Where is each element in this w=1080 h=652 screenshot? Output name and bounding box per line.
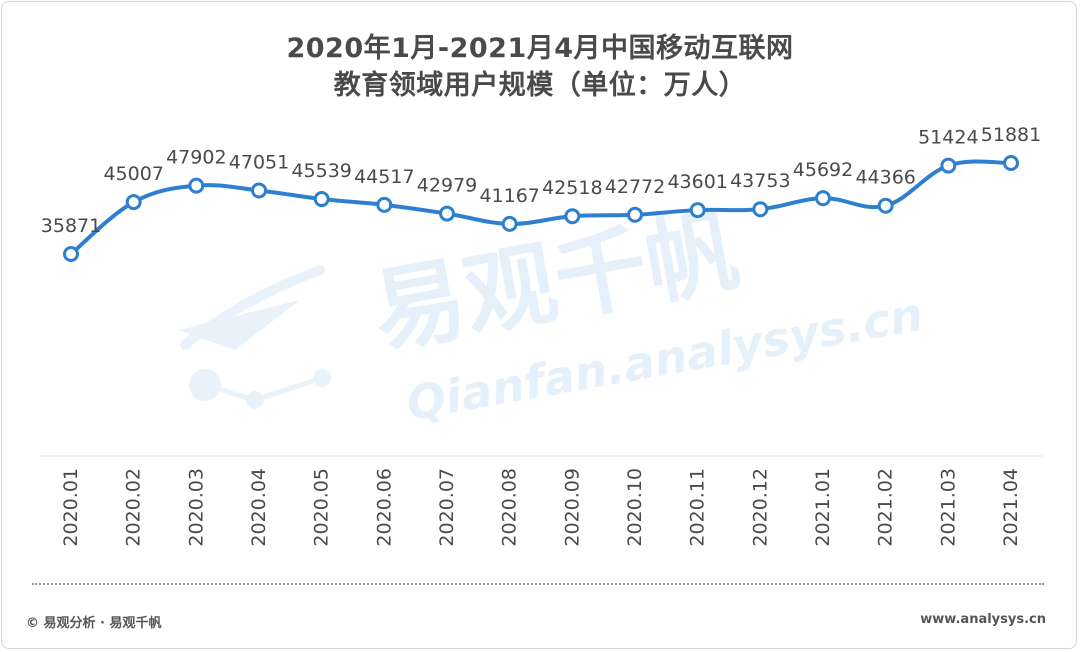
data-point [376, 196, 393, 213]
data-point [313, 191, 330, 208]
data-label: 45692 [793, 159, 853, 181]
data-label: 42518 [542, 177, 602, 199]
data-point [627, 206, 643, 223]
data-label: 45007 [103, 163, 163, 185]
x-tick-label: 2020.02 [123, 468, 145, 547]
x-tick-label: 2020.07 [436, 468, 458, 547]
x-tick-label: 2020.01 [60, 468, 82, 547]
data-label: 51424 [918, 127, 978, 149]
x-tick-label: 2020.05 [311, 468, 333, 547]
data-point [439, 205, 455, 222]
x-tick-label: 2020.04 [248, 468, 270, 547]
x-tick-label: 2020.08 [499, 468, 521, 547]
x-tick-label: 2020.09 [561, 468, 583, 547]
x-tick-label: 2020.12 [749, 468, 771, 547]
chart-title-line-2: 教育领域用户规模（单位：万人） [333, 70, 747, 101]
data-point [251, 182, 267, 199]
data-label: 47902 [166, 147, 226, 169]
x-tick-label: 2020.06 [373, 468, 395, 547]
x-tick-label: 2020.11 [687, 468, 709, 547]
chart-title-line-1: 2020年1月-2021月4月中国移动互联网 [286, 33, 794, 64]
x-tick-label: 2021.01 [812, 468, 834, 547]
data-label: 41167 [479, 185, 539, 207]
data-label: 35871 [41, 215, 101, 237]
data-point [125, 194, 142, 211]
footer-copyright: © 易观分析 · 易观千帆 [26, 616, 162, 631]
data-point [815, 190, 831, 207]
watermark: 易观千帆 Qianfan.analysys.cn [178, 197, 927, 431]
x-tick-label: 2021.04 [1000, 468, 1022, 547]
data-label: 42979 [417, 175, 477, 197]
x-tick-label: 2021.03 [937, 468, 959, 547]
data-point [877, 197, 894, 214]
footer-website: www.analysys.cn [920, 612, 1046, 627]
data-label: 42772 [605, 176, 665, 198]
watermark-logo-icon [178, 300, 300, 350]
x-tick-label: 2020.10 [624, 468, 646, 547]
data-label: 44517 [354, 166, 414, 188]
data-label: 44366 [855, 167, 915, 189]
data-point [501, 215, 518, 232]
footer-divider [32, 583, 1044, 585]
data-point [188, 177, 205, 194]
series-line [69, 159, 1012, 256]
data-point [940, 157, 957, 174]
data-label: 51881 [981, 124, 1041, 146]
data-point [63, 246, 79, 262]
data-point [752, 201, 769, 218]
data-label: 47051 [229, 151, 289, 173]
data-label: 43753 [730, 170, 790, 192]
x-tick-label: 2021.02 [875, 468, 897, 547]
data-label: 45539 [291, 160, 351, 182]
data-point [564, 208, 581, 225]
data-label: 43601 [667, 171, 727, 193]
data-point [689, 202, 706, 219]
x-tick-label: 2020.03 [185, 468, 207, 547]
data-point [1003, 155, 1019, 171]
